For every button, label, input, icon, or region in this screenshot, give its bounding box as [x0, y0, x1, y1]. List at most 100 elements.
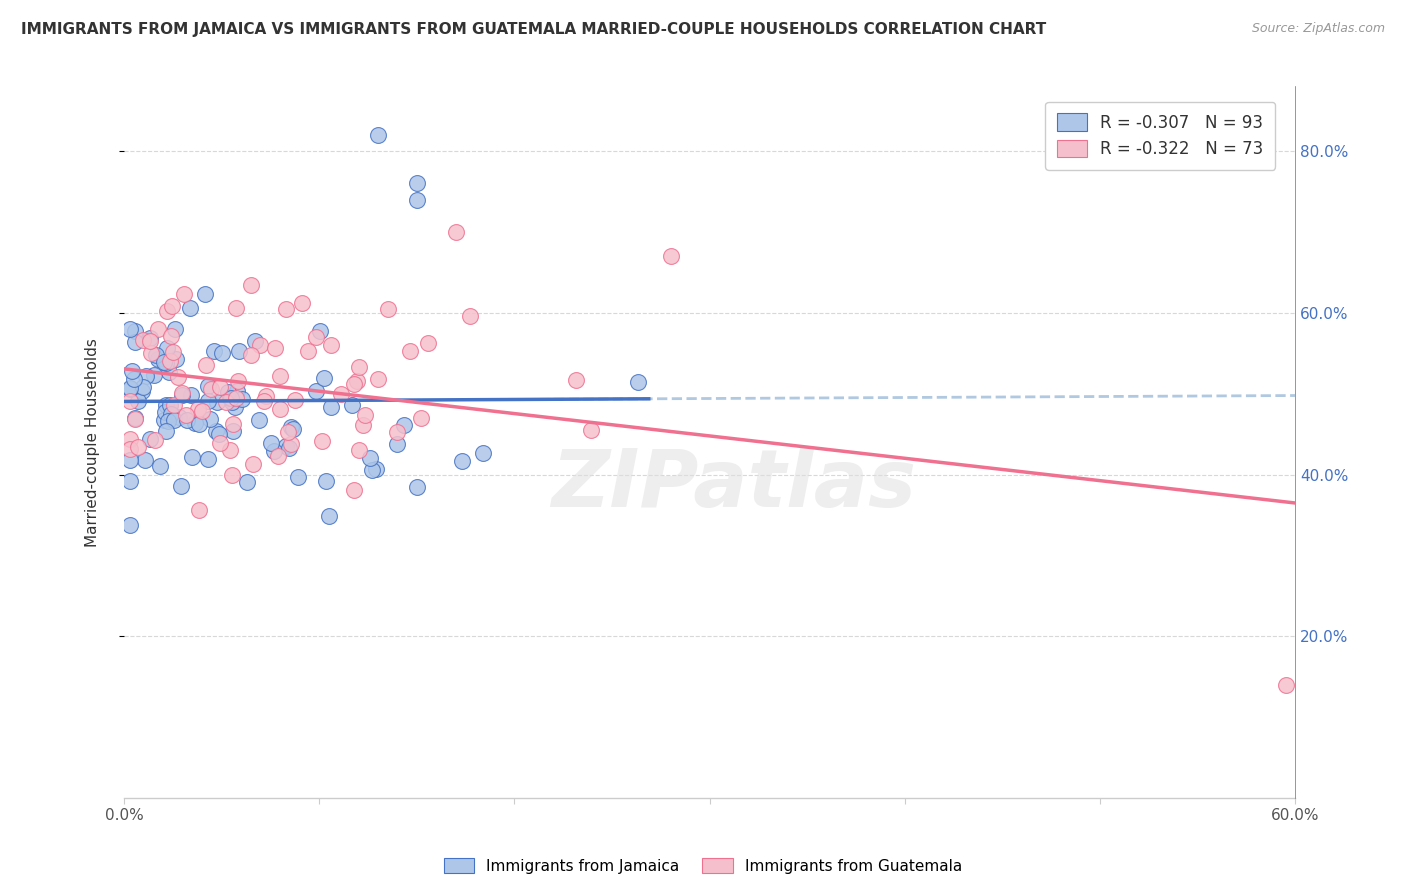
- Point: [176, 413, 198, 427]
- Point: [200, 412, 222, 426]
- Point: [208, 380, 231, 394]
- Point: [353, 408, 375, 422]
- Point: [1274, 678, 1296, 692]
- Point: [141, 345, 163, 359]
- Point: [231, 392, 253, 406]
- Point: [197, 452, 219, 467]
- Point: [565, 373, 588, 387]
- Point: [127, 440, 149, 454]
- Point: [159, 398, 181, 412]
- Point: [118, 442, 141, 456]
- Point: [118, 382, 141, 396]
- Point: [163, 321, 186, 335]
- Point: [222, 424, 245, 438]
- Point: [131, 384, 153, 398]
- Point: [267, 449, 290, 463]
- Point: [228, 344, 250, 359]
- Point: [277, 425, 299, 440]
- Point: [142, 368, 165, 383]
- Point: [361, 463, 384, 477]
- Point: [153, 405, 176, 419]
- Point: [405, 177, 427, 191]
- Point: [315, 474, 337, 488]
- Point: [148, 459, 170, 474]
- Point: [225, 384, 247, 398]
- Point: [181, 450, 204, 464]
- Point: [157, 413, 180, 427]
- Point: [340, 398, 363, 412]
- Point: [194, 286, 217, 301]
- Point: [398, 343, 420, 358]
- Point: [172, 387, 194, 401]
- Point: [366, 462, 388, 476]
- Point: [343, 483, 366, 498]
- Point: [385, 437, 408, 451]
- Point: [245, 334, 267, 348]
- Point: [305, 330, 328, 344]
- Point: [156, 304, 179, 318]
- Point: [343, 376, 366, 391]
- Point: [367, 372, 389, 386]
- Point: [155, 398, 177, 412]
- Point: [191, 404, 214, 418]
- Point: [385, 425, 408, 440]
- Point: [217, 384, 239, 399]
- Point: [349, 359, 371, 374]
- Point: [367, 128, 389, 142]
- Point: [139, 331, 162, 345]
- Point: [405, 480, 427, 494]
- Point: [346, 375, 368, 389]
- Point: [162, 345, 184, 359]
- Point: [263, 443, 285, 458]
- Point: [659, 249, 682, 263]
- Point: [205, 394, 228, 409]
- Point: [304, 384, 326, 398]
- Point: [451, 454, 474, 468]
- Point: [170, 479, 193, 493]
- Point: [160, 407, 183, 421]
- Point: [143, 433, 166, 447]
- Point: [124, 410, 146, 425]
- Point: [159, 328, 181, 343]
- Point: [122, 372, 145, 386]
- Point: [219, 391, 242, 405]
- Point: [418, 335, 440, 350]
- Point: [124, 412, 146, 426]
- Point: [318, 508, 340, 523]
- Point: [118, 475, 141, 489]
- Point: [146, 351, 169, 366]
- Point: [242, 457, 264, 471]
- Point: [200, 382, 222, 396]
- Point: [215, 394, 238, 409]
- Point: [204, 424, 226, 438]
- Point: [281, 421, 304, 435]
- Point: [280, 437, 302, 451]
- Point: [240, 348, 263, 362]
- Point: [153, 413, 176, 427]
- Point: [211, 346, 233, 360]
- Point: [253, 393, 276, 408]
- Point: [118, 453, 141, 467]
- Point: [225, 301, 247, 316]
- Point: [394, 418, 416, 433]
- Point: [319, 338, 342, 352]
- Point: [139, 334, 162, 348]
- Point: [124, 335, 146, 350]
- Point: [579, 424, 602, 438]
- Point: [197, 378, 219, 392]
- Point: [167, 409, 190, 424]
- Point: [359, 450, 381, 465]
- Point: [118, 518, 141, 533]
- Point: [472, 446, 495, 460]
- Point: [254, 389, 277, 403]
- Point: [134, 453, 156, 467]
- Point: [188, 417, 211, 431]
- Point: [127, 393, 149, 408]
- Point: [264, 341, 287, 355]
- Point: [121, 363, 143, 377]
- Point: [174, 409, 197, 423]
- Point: [153, 355, 176, 369]
- Point: [309, 324, 332, 338]
- Point: [208, 426, 231, 441]
- Point: [187, 503, 209, 517]
